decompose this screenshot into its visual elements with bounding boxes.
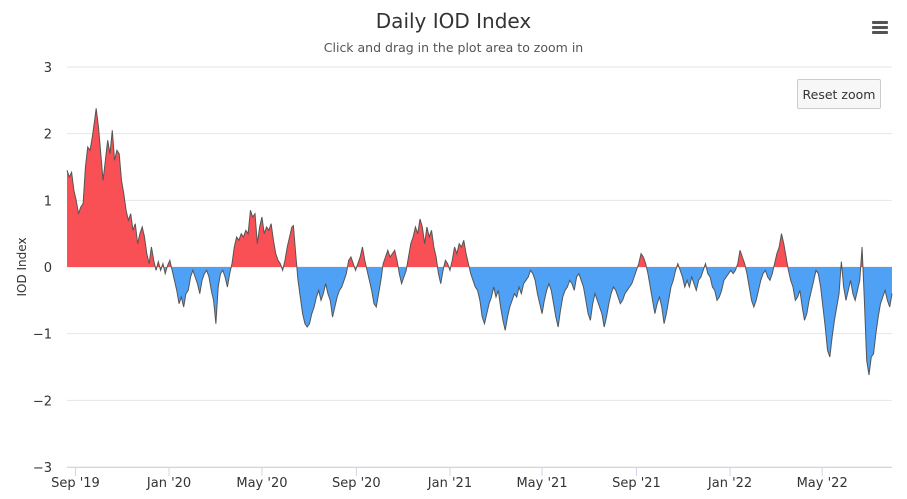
x-tick-label: Sep '20 [332, 476, 381, 491]
y-tick-label: −3 [33, 461, 52, 476]
x-tick-label: May '22 [797, 476, 848, 491]
y-tick-label: 3 [44, 61, 52, 76]
y-axis-title: IOD Index [15, 237, 29, 296]
x-tick-label: Sep '19 [51, 476, 100, 491]
chart-title: Daily IOD Index [375, 9, 532, 33]
x-axis: Sep '19 Jan '20 May '20 Sep '20 Jan '21 May '… [51, 467, 892, 491]
hamburger-menu-icon[interactable] [866, 16, 894, 40]
chart-subtitle: Click and drag in the plot area to zoom … [323, 40, 584, 55]
x-tick-label: May '20 [236, 476, 287, 491]
menu-bar [872, 31, 888, 34]
menu-bar [872, 21, 888, 24]
series-areas [66, 108, 893, 376]
x-tick-label: May '21 [516, 476, 567, 491]
x-tick-label: Jan '21 [427, 476, 472, 491]
menu-bar [872, 26, 888, 29]
y-tick-label: 2 [44, 128, 52, 143]
y-tick-label: 1 [44, 194, 52, 209]
x-tick-label: Jan '22 [707, 476, 752, 491]
negative-area [67, 267, 892, 375]
reset-zoom-button[interactable]: Reset zoom [797, 79, 881, 109]
x-tick-label: Sep '21 [612, 476, 661, 491]
y-tick-label: 0 [44, 261, 52, 276]
y-tick-label: −1 [33, 328, 52, 343]
x-tick-label: Jan '20 [146, 476, 191, 491]
y-axis-ticks: 3 2 1 0 −1 −2 −3 [33, 61, 52, 476]
positive-area [67, 108, 892, 267]
y-tick-label: −2 [33, 394, 52, 409]
series-line [66, 108, 893, 376]
